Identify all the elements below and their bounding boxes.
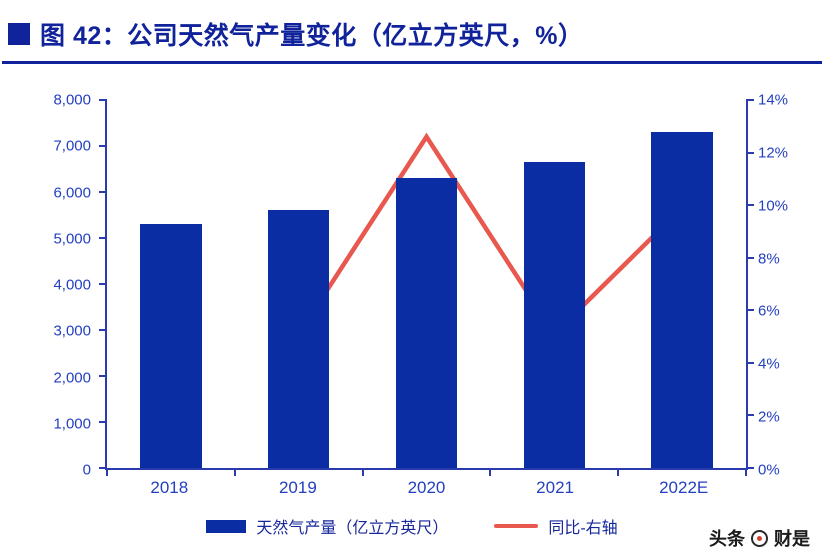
- x-axis-tick: [233, 468, 236, 476]
- x-axis-label-2020: 2020: [407, 478, 446, 497]
- title-underline: [2, 61, 822, 64]
- x-axis-label-2019: 2019: [278, 478, 317, 497]
- left-axis-tick: [99, 467, 107, 469]
- right-axis-tick: [746, 414, 754, 417]
- right-axis-tick-label: 4%: [758, 355, 780, 373]
- right-axis-tick: [746, 151, 754, 154]
- x-axis-label-2022E: 2022E: [659, 478, 709, 497]
- left-axis-tick-label: 2,000: [53, 369, 91, 386]
- x-axis-tick: [489, 468, 492, 476]
- chart: 8,000 7,000 6,000 5,000 4,000 3,000 2,000 1,000…: [0, 92, 820, 479]
- legend-bar-label: 天然气产量（亿立方英尺）: [256, 520, 449, 537]
- left-axis-tick: [99, 283, 107, 285]
- x-axis-tick: [361, 468, 364, 476]
- x-axis-tick: [617, 468, 620, 476]
- left-axis-tick: [99, 191, 107, 193]
- right-axis-tick: [746, 99, 754, 101]
- left-axis-tick: [99, 145, 107, 147]
- legend-line-swatch: [494, 524, 539, 528]
- figure-header: 图 42：公司天然气产量变化（亿立方英尺，%）: [0, 0, 824, 52]
- x-axis-labels: 2018 2019 2020 2021 2022E: [105, 478, 748, 498]
- left-axis-labels: 8,000 7,000 6,000 5,000 4,000 3,000 2,000 1,000…: [0, 92, 105, 479]
- left-axis-tick: [99, 375, 107, 377]
- left-axis-tick-label: 5,000: [53, 230, 91, 248]
- left-axis-tick-label: 1,000: [53, 415, 91, 433]
- bar-2022E: [651, 132, 713, 468]
- left-axis-tick-label: 8,000: [53, 91, 91, 109]
- legend-item-yoy: 同比-右轴: [494, 514, 618, 538]
- x-axis-label-2018: 2018: [150, 478, 189, 497]
- left-axis-tick: [99, 421, 107, 423]
- bar-2020: [395, 178, 458, 468]
- legend-line-label: 同比-右轴: [548, 520, 618, 537]
- circle-logo-icon: [751, 529, 768, 547]
- watermark-brand2: 财是: [774, 529, 810, 549]
- left-axis-tick: [99, 99, 107, 101]
- figure-title: 图 42：公司天然气产量变化（亿立方英尺，%）: [40, 22, 584, 50]
- right-axis-labels: 14% 12% 10% 8% 6% 4% 2% 0%: [748, 92, 820, 479]
- left-axis-tick-label: 6,000: [53, 184, 91, 201]
- bar-2018: [140, 224, 202, 468]
- right-axis-tick-label: 8%: [758, 250, 780, 268]
- x-axis-tick: [745, 468, 747, 476]
- left-axis-tick: [99, 329, 107, 331]
- plot-area: [99, 99, 754, 476]
- bar-2021: [523, 162, 585, 468]
- left-axis-tick-label: 7,000: [53, 137, 91, 155]
- right-axis-tick: [746, 309, 754, 312]
- bar-2019: [268, 210, 330, 468]
- right-axis-tick-label: 10%: [758, 197, 789, 215]
- right-axis-tick-label: 14%: [758, 91, 789, 109]
- left-axis-tick-label: 4,000: [53, 276, 91, 294]
- x-axis-tick: [106, 468, 108, 476]
- right-axis-tick-label: 0%: [758, 461, 780, 479]
- left-axis-tick-label: 3,000: [53, 322, 91, 340]
- right-axis-tick: [746, 361, 754, 364]
- x-axis: 2018 2019 2020 2021 2022E: [0, 478, 820, 498]
- left-axis-tick: [99, 237, 107, 239]
- x-axis-label-2021: 2021: [536, 478, 574, 497]
- yoy-line: [296, 132, 684, 338]
- right-axis-tick: [746, 467, 754, 469]
- legend-item-production: 天然气产量（亿立方英尺）: [206, 514, 448, 538]
- right-axis-tick-label: 6%: [758, 302, 780, 320]
- title-bullet-square: [8, 23, 30, 45]
- right-axis-tick: [746, 204, 754, 207]
- right-axis-tick-label: 2%: [758, 408, 780, 426]
- legend: 天然气产量（亿立方英尺） 同比-右轴: [0, 514, 824, 538]
- left-axis-tick-label: 0: [82, 461, 91, 479]
- watermark: 头条 财是: [709, 525, 810, 551]
- right-axis-tick: [746, 256, 754, 259]
- right-axis-tick-label: 12%: [758, 144, 789, 162]
- watermark-brand1: 头条: [709, 529, 745, 549]
- legend-bar-swatch: [206, 519, 247, 533]
